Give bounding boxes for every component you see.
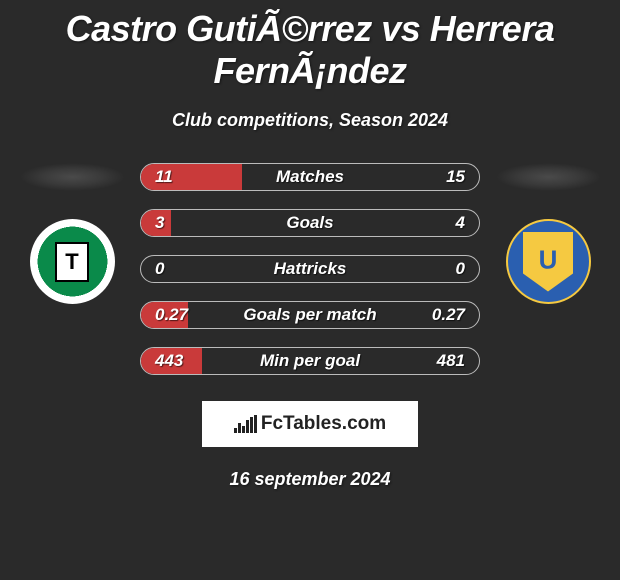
subtitle: Club competitions, Season 2024 bbox=[0, 110, 620, 131]
stat-label: Goals bbox=[286, 213, 333, 233]
player-right-col bbox=[488, 163, 608, 304]
avatar-shadow-right bbox=[496, 163, 601, 191]
stat-row: 443 Min per goal 481 bbox=[140, 347, 480, 375]
avatar-shadow-left bbox=[20, 163, 125, 191]
stat-row: 0.27 Goals per match 0.27 bbox=[140, 301, 480, 329]
comparison-panel: 11 Matches 15 3 Goals 4 0 Hattricks 0 0.27 Goals p… bbox=[0, 163, 620, 375]
date-label: 16 september 2024 bbox=[0, 469, 620, 490]
stat-value-left: 0.27 bbox=[155, 305, 188, 325]
stat-value-right: 15 bbox=[446, 167, 465, 187]
stat-value-right: 481 bbox=[437, 351, 465, 371]
bar-chart-icon bbox=[234, 415, 257, 433]
stat-row: 3 Goals 4 bbox=[140, 209, 480, 237]
stat-value-left: 0 bbox=[155, 259, 164, 279]
stat-value-left: 443 bbox=[155, 351, 183, 371]
stats-table: 11 Matches 15 3 Goals 4 0 Hattricks 0 0.27 Goals p… bbox=[140, 163, 480, 375]
stat-value-right: 0.27 bbox=[432, 305, 465, 325]
stat-row: 11 Matches 15 bbox=[140, 163, 480, 191]
stat-row: 0 Hattricks 0 bbox=[140, 255, 480, 283]
stat-label: Min per goal bbox=[260, 351, 360, 371]
logo-text: FcTables.com bbox=[261, 413, 386, 435]
stat-label: Hattricks bbox=[274, 259, 347, 279]
stat-value-right: 4 bbox=[456, 213, 465, 233]
player-left-col bbox=[12, 163, 132, 304]
stat-label: Goals per match bbox=[243, 305, 376, 325]
stat-value-left: 11 bbox=[155, 167, 173, 187]
stat-value-right: 0 bbox=[456, 259, 465, 279]
club-badge-right bbox=[506, 219, 591, 304]
page-title: Castro GutiÃ©rrez vs Herrera FernÃ¡ndez bbox=[0, 0, 620, 92]
club-badge-left bbox=[30, 219, 115, 304]
stat-value-left: 3 bbox=[155, 213, 164, 233]
fctables-logo: FcTables.com bbox=[202, 401, 418, 447]
stat-label: Matches bbox=[276, 167, 344, 187]
